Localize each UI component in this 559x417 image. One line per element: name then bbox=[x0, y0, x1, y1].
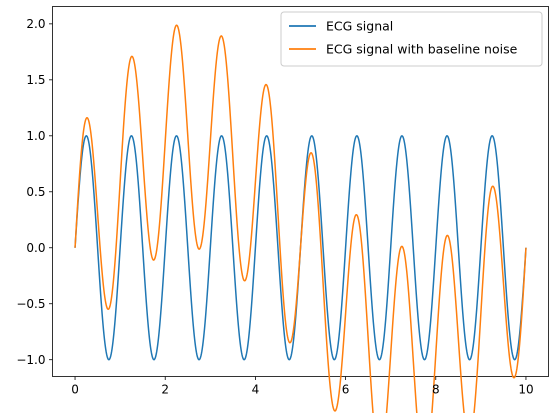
series-line-2 bbox=[74, 24, 527, 417]
legend-box bbox=[280, 11, 543, 67]
y-tick-label: 2.0 bbox=[26, 17, 45, 31]
legend: ECG signal ECG signal with baseline nois… bbox=[280, 11, 543, 67]
x-tick-label: 6 bbox=[342, 383, 350, 397]
y-tick-label: 0.0 bbox=[26, 241, 45, 255]
x-tick-label: 8 bbox=[432, 383, 440, 397]
data-lines bbox=[74, 24, 527, 417]
y-axis: −1.0 −0.5 0.0 0.5 1.0 1.5 2.0 bbox=[16, 17, 53, 367]
x-tick-label: 2 bbox=[161, 383, 169, 397]
x-tick-label: 4 bbox=[252, 383, 260, 397]
y-tick-label: 1.5 bbox=[26, 73, 45, 87]
x-tick-label: 10 bbox=[518, 383, 533, 397]
x-axis: 0 2 4 6 8 10 bbox=[71, 376, 534, 397]
y-tick-label: −0.5 bbox=[16, 297, 45, 311]
legend-label-ecg-baseline-noise: ECG signal with baseline noise bbox=[326, 42, 518, 57]
x-tick-label: 0 bbox=[71, 383, 79, 397]
y-tick-label: 0.5 bbox=[26, 185, 45, 199]
y-tick-label: −1.0 bbox=[16, 353, 45, 367]
y-tick-label: 1.0 bbox=[26, 129, 45, 143]
legend-label-ecg-signal: ECG signal bbox=[326, 19, 393, 34]
